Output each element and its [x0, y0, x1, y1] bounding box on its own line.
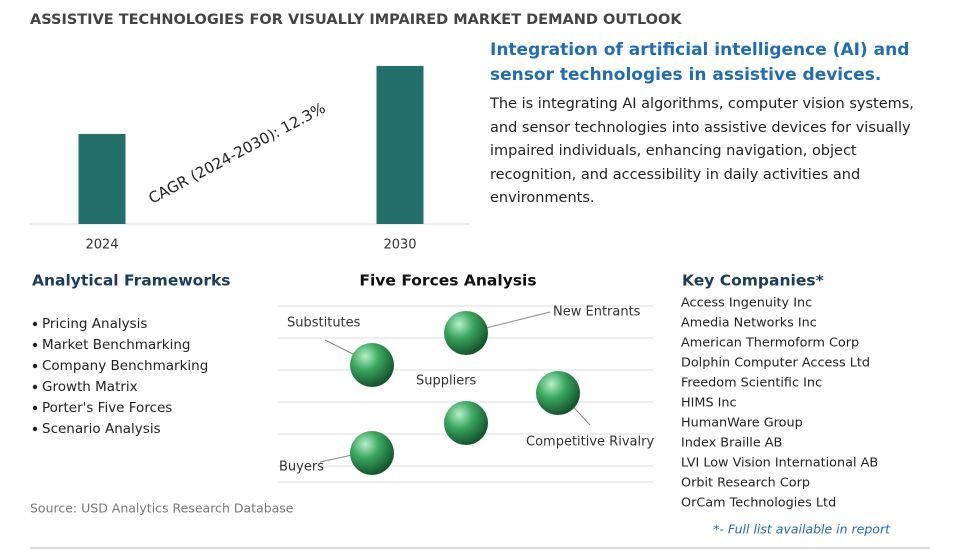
framework-item: Company Benchmarking	[42, 358, 208, 374]
force-spheres	[350, 311, 580, 475]
bullet	[32, 405, 38, 411]
force-label: Competitive Rivalry	[526, 435, 654, 450]
companies-note: *- Full list available in report	[713, 522, 891, 537]
bullet	[32, 363, 38, 369]
x-tick-label: 2024	[85, 238, 118, 253]
highlight-body: The is integrating AI algorithms, comput…	[490, 96, 914, 206]
cagr-value: 12.3%	[278, 99, 329, 137]
company-item: Dolphin Computer Access Ltd	[681, 356, 870, 371]
cagr: CAGR (2024-2030): 12.3%	[146, 99, 329, 208]
five-forces-title: Five Forces Analysis	[359, 272, 536, 290]
force-label: Buyers	[279, 460, 324, 475]
bullet	[32, 321, 38, 327]
company-item: Orbit Research Corp	[681, 476, 810, 491]
framework-item: Porter's Five Forces	[42, 400, 172, 416]
company-item: LVI Low Vision International AB	[681, 456, 878, 471]
force-label: New Entrants	[553, 305, 641, 320]
framework-item: Pricing Analysis	[42, 316, 147, 332]
company-item: Access Ingenuity Inc	[681, 296, 812, 311]
bar	[376, 66, 424, 224]
framework-item: Scenario Analysis	[42, 421, 161, 437]
cagr-label: CAGR (2024-2030):	[146, 123, 283, 207]
company-item: OrCam Technologies Ltd	[681, 496, 836, 511]
frameworks-title: Analytical Frameworks	[32, 272, 231, 290]
company-item: HumanWare Group	[681, 416, 803, 431]
bullet	[32, 342, 38, 348]
page-title: ASSISTIVE TECHNOLOGIES FOR VISUALLY IMPA…	[30, 12, 682, 28]
bullet	[32, 426, 38, 432]
company-item: Amedia Networks Inc	[681, 316, 817, 331]
companies-title: Key Companies*	[682, 272, 824, 290]
force-label: Substitutes	[287, 316, 361, 331]
x-tick-label: 2030	[383, 238, 416, 253]
highlight-heading: Integration of artificial intelligence (…	[490, 40, 910, 85]
bullet	[32, 384, 38, 390]
framework-item: Growth Matrix	[42, 379, 138, 395]
source: Source: USD Analytics Research Database	[30, 501, 294, 516]
bar	[78, 133, 126, 224]
force-label: Suppliers	[416, 374, 477, 389]
company-item: American Thermoform Corp	[681, 336, 859, 351]
company-item: HIMS Inc	[681, 396, 737, 411]
framework-item: Market Benchmarking	[42, 337, 190, 353]
company-item: Index Braille AB	[681, 436, 782, 451]
company-item: Freedom Scientific Inc	[681, 376, 822, 391]
